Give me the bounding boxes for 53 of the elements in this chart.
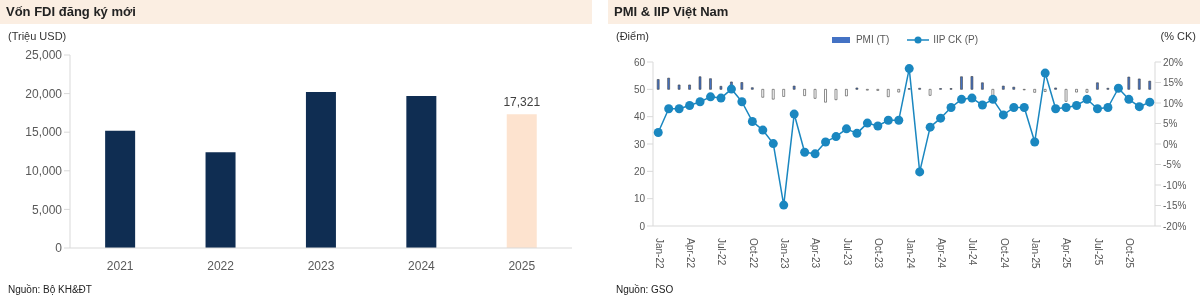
y2-axis-title: (% CK) <box>1160 30 1196 42</box>
y-tick-label: 0 <box>639 220 646 232</box>
text: Nguồn: GSO <box>616 284 674 295</box>
x-tick-label: 2025 <box>508 259 536 273</box>
y2-tick-label: -20% <box>1163 220 1187 232</box>
x-tick-label: Jul-25 <box>1092 238 1104 266</box>
x-tick-label: Oct-23 <box>873 238 885 269</box>
y-tick-label: 25,000 <box>25 48 63 63</box>
chart-title: PMI & IIP Việt Nam <box>608 0 1200 24</box>
y-tick-label: 10 <box>633 193 646 205</box>
x-tick-label: Oct-22 <box>747 238 759 269</box>
x-tick-label: Jan-24 <box>904 238 916 270</box>
chart-title: Vốn FDI đăng ký mới <box>0 0 592 24</box>
text: Nguồn: Bộ KH&ĐT <box>8 284 92 295</box>
x-tick-label: 2021 <box>106 259 134 273</box>
legend-label: PMI (T) <box>855 34 890 45</box>
y-tick-label: 60 <box>633 56 646 68</box>
x-tick-label: Apr-25 <box>1061 238 1073 269</box>
y-tick-label: 40 <box>633 111 646 123</box>
x-tick-label: Apr-24 <box>935 238 947 269</box>
y2-tick-label: 0% <box>1163 138 1178 150</box>
y2-tick-label: 5% <box>1163 118 1178 130</box>
x-tick-label: Jul-24 <box>967 238 979 266</box>
y-tick-label: 5,000 <box>31 202 63 217</box>
y2-tick-label: 20% <box>1163 56 1184 68</box>
y-axis-title: (Điểm) <box>616 30 649 42</box>
y2-tick-label: -15% <box>1163 200 1187 212</box>
x-tick-label: Jan-25 <box>1030 238 1042 270</box>
y2-tick-label: -5% <box>1163 159 1181 171</box>
data-label: 17,321 <box>503 95 541 110</box>
x-tick-label: Jul-23 <box>841 238 853 266</box>
x-tick-label: Oct-24 <box>998 238 1010 269</box>
y2-tick-label: -10% <box>1163 179 1187 191</box>
x-tick-label: Jan-23 <box>779 238 791 270</box>
y-tick-label: 20,000 <box>25 86 63 101</box>
y-tick-label: 30 <box>633 138 646 150</box>
y-tick-label: 20 <box>633 165 646 177</box>
y-tick-label: 15,000 <box>25 125 63 140</box>
y-tick-label: 10,000 <box>25 164 63 179</box>
y-tick-label: 0 <box>55 241 63 256</box>
x-tick-label: Oct-25 <box>1124 238 1136 269</box>
y-axis-title: (Triệu USD) <box>8 30 67 42</box>
y2-tick-label: 15% <box>1163 77 1184 89</box>
x-tick-label: Jan-22 <box>653 238 665 270</box>
y2-tick-label: 10% <box>1163 97 1184 109</box>
x-tick-label: Apr-23 <box>810 238 822 269</box>
x-tick-label: Jul-22 <box>716 238 728 266</box>
y-tick-label: 50 <box>633 83 646 95</box>
x-tick-label: Apr-22 <box>684 238 696 269</box>
x-tick-label: 2024 <box>408 259 436 273</box>
x-tick-label: 2023 <box>307 259 335 273</box>
x-tick-label: 2022 <box>207 259 235 273</box>
legend-label: IIP CK (P) <box>933 34 979 45</box>
